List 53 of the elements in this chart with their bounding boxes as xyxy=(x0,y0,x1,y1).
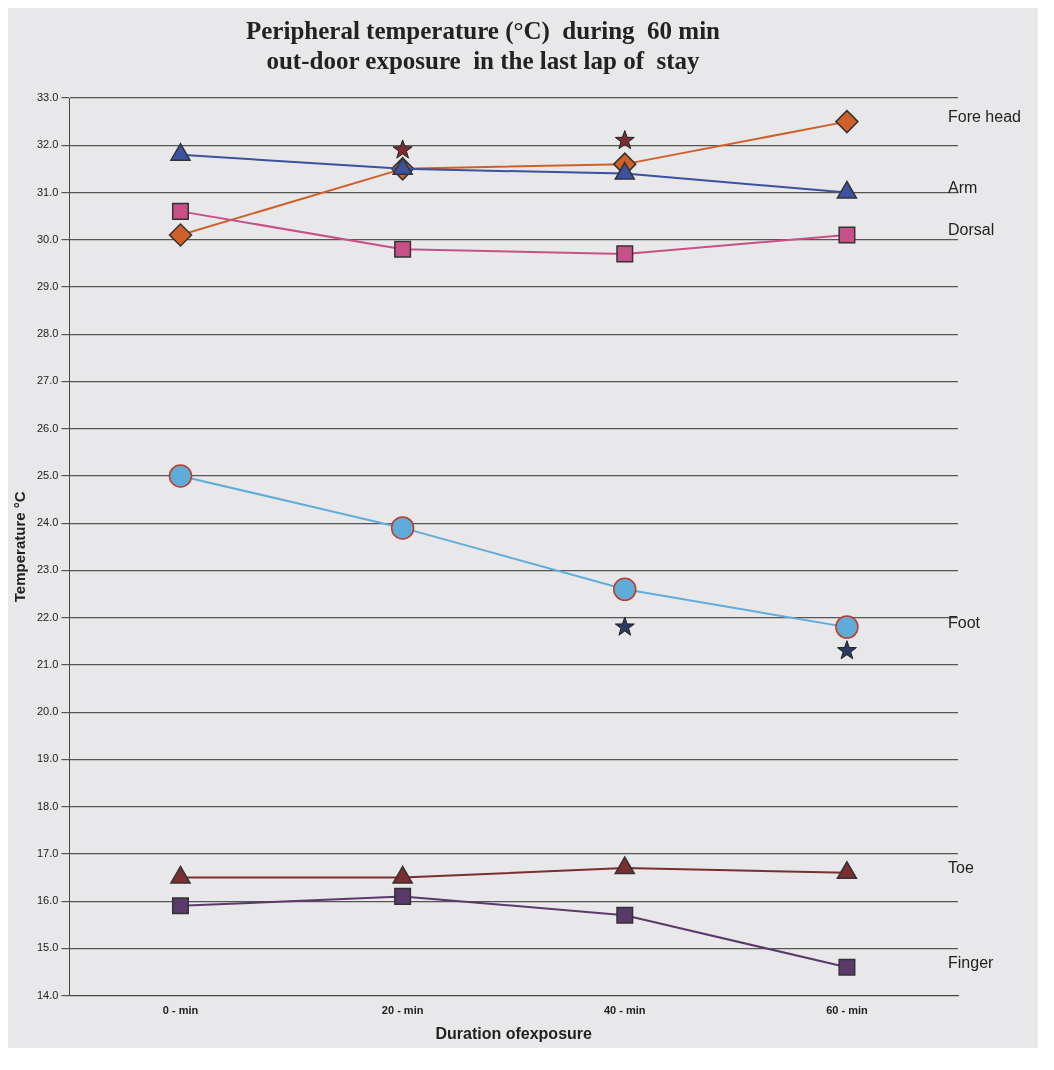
y-tick-label: 28.0 xyxy=(36,327,59,340)
point xyxy=(168,223,193,247)
y-tick-label: 33.0 xyxy=(36,91,59,104)
y-tick-label: 22.0 xyxy=(36,610,59,623)
text: Peripheral temperature (°C) during 60 min xyxy=(245,17,721,45)
point xyxy=(613,577,637,602)
y-tick-label: 16.0 xyxy=(36,894,59,907)
point xyxy=(835,109,859,134)
point xyxy=(390,516,415,540)
y-tick-label: 23.0 xyxy=(36,563,59,576)
point xyxy=(394,887,412,905)
point xyxy=(616,245,634,263)
x-tick-label: 40 - min xyxy=(603,1004,646,1017)
y-axis-title: Temperature °C xyxy=(11,491,29,603)
point xyxy=(168,464,193,488)
point xyxy=(394,240,412,258)
text: Toe xyxy=(948,859,974,877)
text: Foot xyxy=(948,613,981,631)
y-tick-label: 21.0 xyxy=(36,657,59,670)
text: Arm xyxy=(948,178,978,196)
point xyxy=(614,130,635,150)
point xyxy=(836,861,858,880)
point xyxy=(614,616,635,636)
y-tick-label: 18.0 xyxy=(36,799,59,812)
y-tick-label: 32.0 xyxy=(36,138,59,151)
y-tick-label: 20.0 xyxy=(36,705,59,718)
point xyxy=(616,906,634,924)
x-axis-title: Duration ofexposure xyxy=(435,1024,593,1042)
text: out-door exposure in the last lap of stay xyxy=(266,47,700,75)
point xyxy=(836,640,857,660)
y-tick-label: 15.0 xyxy=(36,941,59,954)
point xyxy=(171,202,190,220)
y-tick-label: 25.0 xyxy=(36,468,59,481)
point xyxy=(838,226,856,244)
text: Fore head xyxy=(948,108,1021,126)
x-tick-label: 60 - min xyxy=(826,1004,868,1017)
x-tick-label: 0 - min xyxy=(162,1004,199,1017)
y-tick-label: 14.0 xyxy=(36,988,59,1001)
y-tick-label: 31.0 xyxy=(36,185,59,198)
point xyxy=(392,139,413,159)
y-tick-label: 26.0 xyxy=(36,421,59,434)
y-tick-label: 24.0 xyxy=(36,516,59,529)
point xyxy=(838,958,856,976)
text: Dorsal xyxy=(948,221,995,239)
y-tick-label: 27.0 xyxy=(36,374,59,387)
x-tick-label: 20 - min xyxy=(381,1004,424,1017)
point xyxy=(835,615,859,639)
y-tick-label: 30.0 xyxy=(36,232,59,245)
y-tick-label: 17.0 xyxy=(36,846,59,859)
y-tick-label: 29.0 xyxy=(36,280,59,292)
text: Finger xyxy=(948,953,995,971)
y-tick-label: 19.0 xyxy=(36,752,59,765)
point xyxy=(171,897,190,915)
